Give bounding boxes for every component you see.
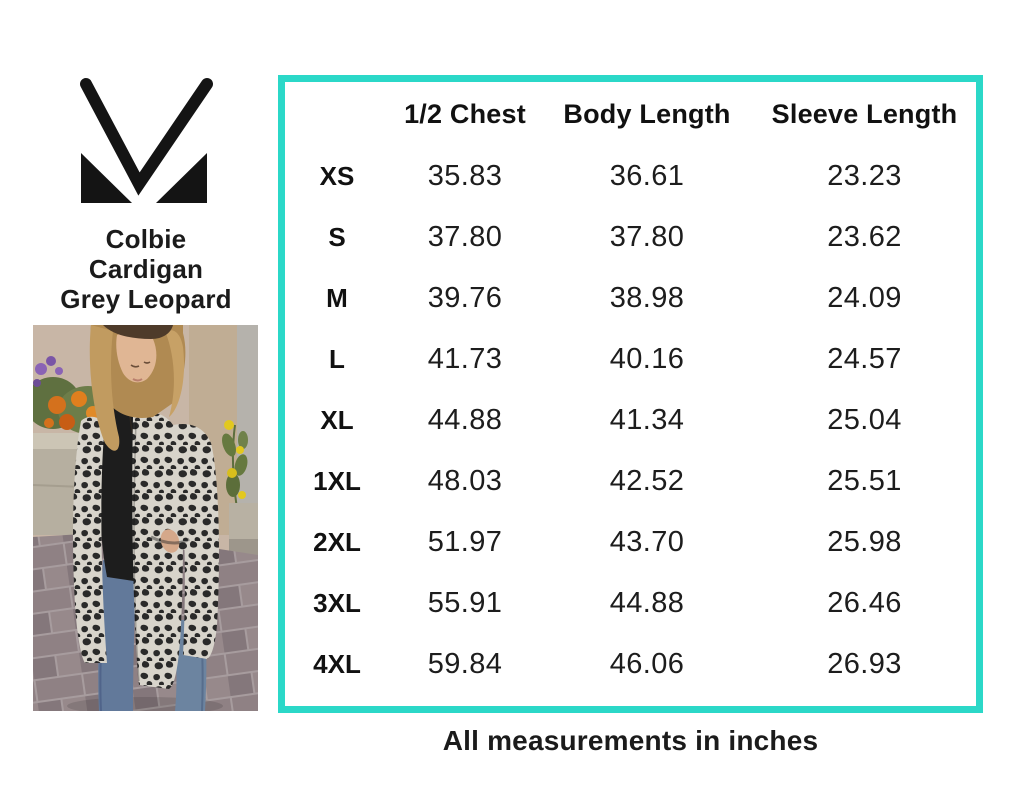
row-4xl-body: 46.06 — [609, 648, 685, 680]
row-xl-chest: 44.88 — [427, 404, 503, 436]
product-title-line-2: Cardigan — [88, 254, 204, 284]
row-2xl-sleeve: 25.98 — [827, 526, 902, 558]
row-m-sleeve: 24.09 — [827, 282, 902, 314]
product-title: Colbie Cardigan Grey Leopard — [18, 224, 274, 314]
row-4xl-size: 4XL — [313, 649, 361, 679]
row-s-size: S — [328, 222, 346, 252]
row-s-sleeve: 23.62 — [827, 221, 902, 253]
row-2xl-body: 43.70 — [609, 526, 685, 558]
logo-left-triangle — [81, 153, 132, 203]
row-l-sleeve: 24.57 — [827, 343, 902, 375]
row-xl-sleeve: 25.04 — [827, 404, 902, 436]
measurements-footnote: All measurements in inches — [442, 725, 819, 756]
closed-eye-right — [143, 361, 151, 364]
row-m-chest: 39.76 — [427, 282, 503, 314]
row-3xl-chest: 55.91 — [427, 587, 503, 619]
row-4xl-sleeve: 26.93 — [827, 648, 902, 680]
row-1xl-chest: 48.03 — [427, 465, 503, 497]
row-3xl-sleeve: 26.46 — [827, 587, 902, 619]
row-l-chest: 41.73 — [427, 343, 503, 375]
row-3xl-size: 3XL — [313, 588, 361, 618]
hand — [160, 529, 180, 553]
size-chart-table: 1/2 Chest Body Length Sleeve Length XS 3… — [278, 75, 983, 713]
row-s-chest: 37.80 — [427, 221, 503, 253]
row-1xl-sleeve: 25.51 — [827, 465, 902, 497]
logo-right-triangle — [156, 153, 207, 203]
header-body-length: Body Length — [563, 98, 731, 129]
pocket-opening — [150, 535, 190, 545]
closed-eye-left — [130, 364, 140, 368]
cardigan-left-panel — [73, 416, 107, 663]
lips — [132, 378, 143, 382]
header-sleeve-length: Sleeve Length — [771, 98, 958, 129]
row-s-body: 37.80 — [609, 221, 685, 253]
row-2xl-chest: 51.97 — [427, 526, 503, 558]
cardigan-sleeve — [161, 427, 211, 550]
row-l-size: L — [329, 344, 345, 374]
row-xs-chest: 35.83 — [427, 160, 503, 192]
yellow-flower-plant — [222, 420, 258, 557]
row-3xl-body: 44.88 — [609, 587, 685, 619]
row-m-body: 38.98 — [609, 282, 685, 314]
row-xs-size: XS — [319, 161, 355, 191]
row-l-body: 40.16 — [609, 343, 685, 375]
row-2xl-size: 2XL — [313, 527, 361, 557]
cardigan-front-panel — [132, 412, 183, 689]
header-half-chest: 1/2 Chest — [404, 98, 526, 129]
model-figure — [73, 325, 219, 711]
jeans-left-leg — [98, 560, 137, 711]
face — [116, 331, 157, 383]
header-blank-cell — [285, 82, 389, 146]
logo-v-stroke — [80, 78, 213, 196]
row-4xl-chest: 59.84 — [427, 648, 503, 680]
row-xl-size: XL — [320, 405, 354, 435]
product-photo — [33, 325, 258, 711]
brand-monogram-logo — [80, 78, 213, 203]
hair-roots — [103, 325, 173, 339]
row-xs-sleeve: 23.23 — [827, 160, 902, 192]
row-m-size: M — [326, 283, 348, 313]
row-1xl-body: 42.52 — [609, 465, 685, 497]
row-1xl-size: 1XL — [313, 466, 361, 496]
row-xl-body: 41.34 — [609, 404, 685, 436]
row-xs-body: 36.61 — [609, 160, 685, 192]
product-title-line-1: Colbie — [105, 224, 187, 254]
product-title-line-3: Grey Leopard — [60, 284, 232, 314]
hair-strand-right — [165, 329, 185, 417]
hair-strand-left — [89, 325, 120, 451]
